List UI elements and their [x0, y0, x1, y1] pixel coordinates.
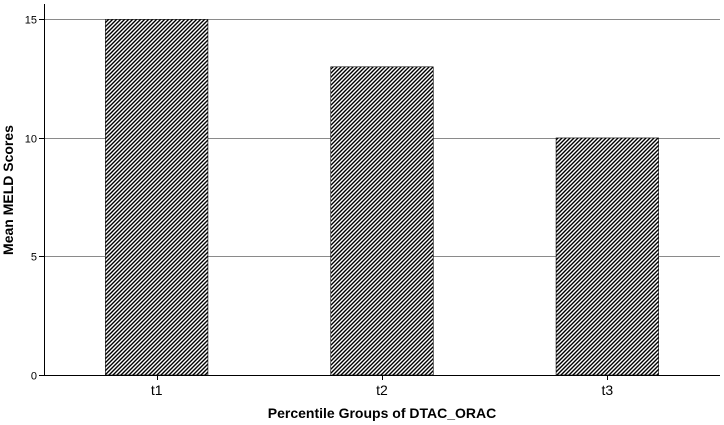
- y-tick-label: 5: [31, 252, 37, 264]
- bar-t3: [555, 137, 659, 376]
- x-tick-label-t1: t1: [151, 382, 163, 398]
- x-tick-label-t2: t2: [376, 382, 388, 398]
- bar-t2: [330, 66, 434, 376]
- y-axis-title: Mean MELD Scores: [0, 125, 16, 255]
- y-tick-label: 15: [25, 15, 37, 27]
- y-tick-label: 10: [25, 134, 37, 146]
- y-tick-label: 0: [31, 371, 37, 383]
- x-axis-title: Percentile Groups of DTAC_ORAC: [268, 405, 496, 421]
- x-tick-label-t3: t3: [601, 382, 613, 398]
- bar-t1: [105, 19, 209, 376]
